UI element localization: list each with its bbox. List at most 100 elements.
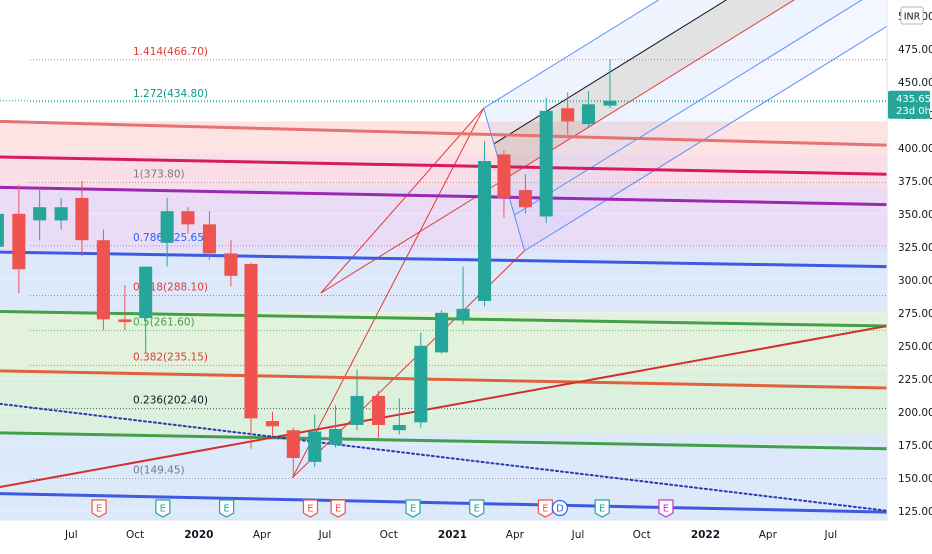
fib-region-6 (0, 121, 887, 155)
event-marker-10: E (658, 499, 674, 518)
fib-extension-line-2 (320, 107, 485, 294)
x-tick-label-10: 2022 (691, 529, 720, 541)
x-tick-label-3: Apr (253, 529, 272, 541)
earnings-icon-7 (537, 499, 553, 518)
candles (0, 59, 617, 478)
event-label-5: E (410, 504, 416, 515)
earnings-icon-1 (155, 499, 171, 518)
fib-label-6: 1(373.80) (133, 168, 185, 180)
x-tick-label-9: Oct (633, 529, 651, 541)
candle-body-9 (181, 211, 195, 225)
candle-body-18 (371, 395, 386, 425)
candle-18 (371, 390, 386, 439)
dotted-falling-trendline-line (0, 402, 888, 512)
candle-body-12 (244, 263, 258, 419)
candle-6 (118, 285, 132, 330)
dividend-icon-8 (551, 499, 569, 517)
earnings-icon-10 (658, 499, 674, 518)
fib-region-0 (0, 434, 887, 520)
candle-8 (160, 197, 174, 267)
y-tick-label-3: 200.00 (898, 407, 932, 419)
pitchfork-zone-3 (483, 0, 727, 144)
pitchfork-zone-0 (514, 0, 908, 251)
candle-17 (350, 369, 364, 431)
candle-body-2 (33, 207, 47, 221)
candle-body-22 (456, 308, 470, 320)
fib-label-0: 0(149.45) (133, 464, 185, 476)
pitchfork-line-2 (503, 0, 795, 180)
event-label-0: E (96, 504, 102, 515)
candle-20 (414, 332, 428, 428)
candle-body-23 (477, 161, 492, 301)
candle-body-13 (265, 421, 280, 427)
earnings-icon-9 (594, 499, 610, 518)
fib-label-1: 0.236(202.40) (133, 395, 208, 407)
y-tick-label-10: 375.00 (898, 176, 932, 188)
candle-body-0 (0, 213, 4, 247)
event-label-3: E (307, 504, 313, 515)
candle-12 (244, 262, 258, 449)
candle-body-21 (435, 312, 449, 353)
candle-22 (456, 266, 470, 325)
event-marker-8: D (551, 499, 569, 517)
candle-16 (329, 405, 343, 448)
event-marker-1: E (155, 499, 171, 518)
last-price-value: 435.65 (896, 94, 931, 105)
event-marker-2: E (219, 499, 235, 518)
fib-extension-line-0 (291, 107, 485, 478)
candle-23 (477, 141, 492, 307)
candle-21 (435, 310, 449, 354)
x-tick-label-2: 2020 (184, 529, 213, 541)
x-axis-panel (0, 520, 932, 550)
candle-body-10 (202, 224, 216, 254)
bar-countdown: 23d 0h (896, 106, 931, 117)
candle-body-7 (139, 266, 153, 319)
candle-body-24 (497, 154, 511, 198)
candle-body-3 (54, 207, 68, 221)
event-label-6: E (474, 504, 480, 515)
event-marker-7: E (537, 499, 553, 518)
event-label-7: E (542, 504, 548, 515)
candle-3 (54, 197, 68, 230)
candle-body-15 (308, 431, 322, 462)
y-tick-label-11: 400.00 (898, 143, 932, 155)
earnings-icon-0 (91, 499, 107, 518)
event-marker-4: E (330, 499, 346, 518)
y-tick-label-0: 125.00 (898, 506, 932, 518)
x-tick-label-1: Oct (126, 529, 144, 541)
pitchfork-handle (320, 179, 505, 294)
candle-body-1 (12, 213, 26, 270)
candle-13 (265, 411, 280, 436)
pitchfork-zone-1 (504, 0, 862, 216)
event-marker-3: E (302, 499, 319, 518)
currency-label: INR (904, 12, 921, 23)
candle-15 (308, 414, 322, 468)
x-tick-label-5: Oct (380, 529, 398, 541)
candle-body-25 (518, 190, 532, 208)
candle-body-29 (603, 100, 617, 106)
candle-27 (561, 92, 575, 135)
event-label-10: E (663, 504, 669, 515)
candle-body-5 (96, 240, 110, 320)
fib-region-1 (0, 370, 887, 435)
candle-body-17 (350, 395, 364, 425)
x-tick-label-11: Apr (759, 529, 778, 541)
x-tick-label-7: Apr (506, 529, 525, 541)
candle-7 (139, 266, 153, 353)
candle-body-8 (160, 211, 174, 243)
y-tick-label-14: 475.00 (898, 44, 932, 56)
candle-2 (33, 187, 47, 241)
earnings-icon-4 (330, 499, 346, 518)
pitchfork-zone-2 (493, 0, 794, 180)
blue-bottom-support-line (0, 492, 889, 514)
y-tick-label-5: 250.00 (898, 341, 932, 353)
purple-trendline-line (0, 185, 889, 207)
grid (0, 15, 887, 512)
candle-29 (603, 59, 617, 109)
candle-body-19 (392, 424, 406, 431)
